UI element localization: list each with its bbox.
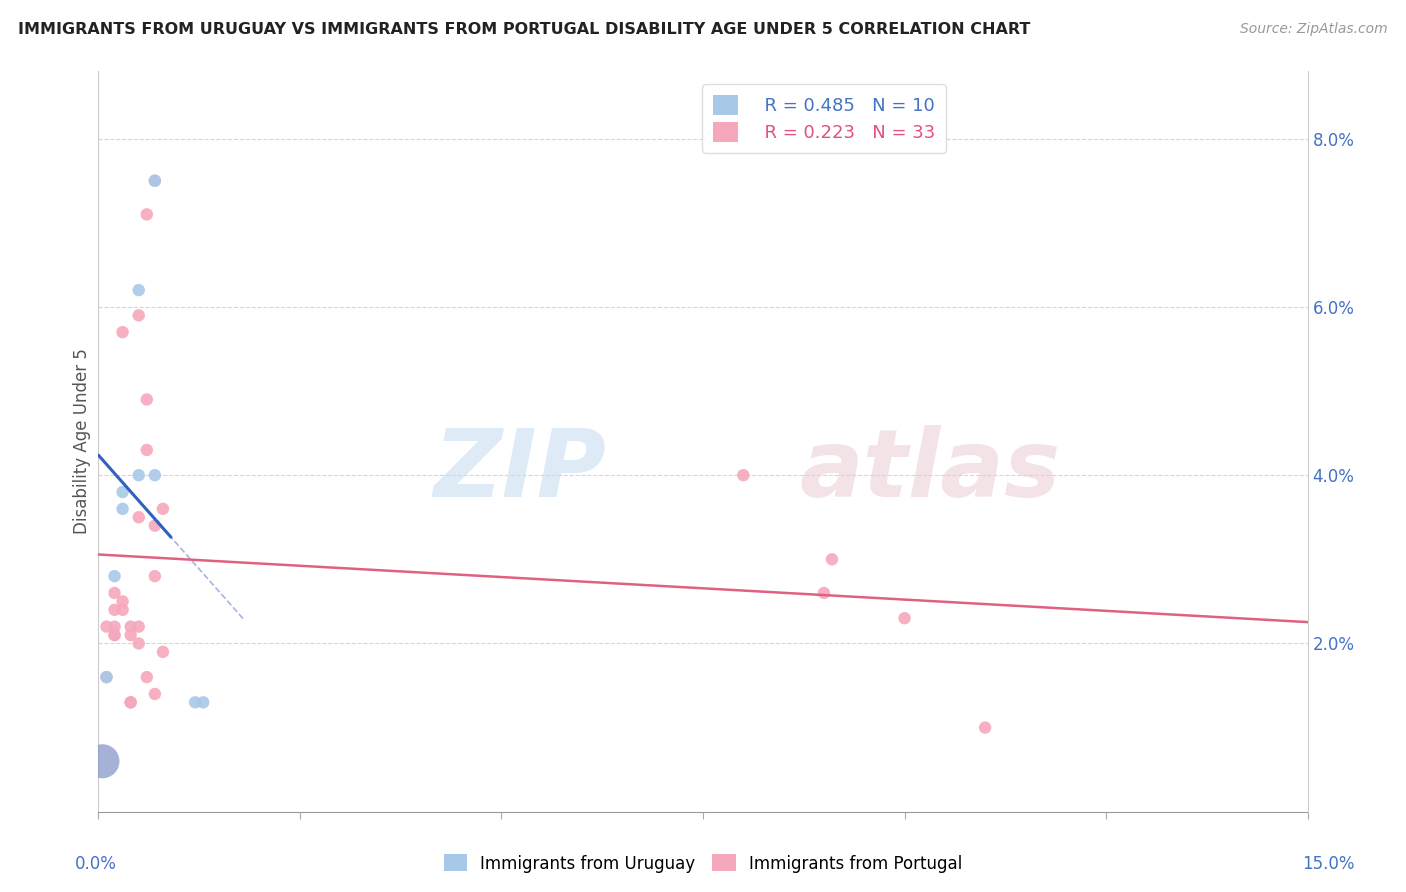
Legend:   R = 0.485   N = 10,   R = 0.223   N = 33: R = 0.485 N = 10, R = 0.223 N = 33 <box>702 84 946 153</box>
Point <box>733 468 755 483</box>
Point <box>184 695 207 709</box>
Point <box>135 442 157 457</box>
Text: ZIP: ZIP <box>433 425 606 517</box>
Point <box>120 619 142 633</box>
Point <box>974 721 997 735</box>
Point <box>91 754 114 768</box>
Text: 15.0%: 15.0% <box>1302 855 1355 872</box>
Point <box>135 392 157 407</box>
Point <box>128 283 150 297</box>
Text: Source: ZipAtlas.com: Source: ZipAtlas.com <box>1240 22 1388 37</box>
Point <box>821 552 844 566</box>
Point <box>111 501 134 516</box>
Point <box>120 628 142 642</box>
Point <box>152 645 174 659</box>
Point <box>96 619 118 633</box>
Point <box>128 309 150 323</box>
Point <box>111 485 134 500</box>
Point <box>143 687 166 701</box>
Text: 0.0%: 0.0% <box>75 855 117 872</box>
Point <box>96 670 118 684</box>
Point <box>111 325 134 339</box>
Text: IMMIGRANTS FROM URUGUAY VS IMMIGRANTS FROM PORTUGAL DISABILITY AGE UNDER 5 CORRE: IMMIGRANTS FROM URUGUAY VS IMMIGRANTS FR… <box>18 22 1031 37</box>
Point <box>128 468 150 483</box>
Point <box>135 207 157 221</box>
Point <box>111 594 134 608</box>
Point <box>143 569 166 583</box>
Point <box>143 174 166 188</box>
Point <box>128 619 150 633</box>
Point <box>120 695 142 709</box>
Point <box>152 501 174 516</box>
Point <box>128 510 150 524</box>
Point <box>103 619 125 633</box>
Point <box>103 603 125 617</box>
Point <box>103 628 125 642</box>
Point <box>143 174 166 188</box>
Point <box>135 670 157 684</box>
Point <box>103 628 125 642</box>
Point <box>103 569 125 583</box>
Point <box>96 670 118 684</box>
Point <box>120 695 142 709</box>
Point <box>813 586 835 600</box>
Point <box>193 695 215 709</box>
Legend: Immigrants from Uruguay, Immigrants from Portugal: Immigrants from Uruguay, Immigrants from… <box>437 847 969 880</box>
Point <box>111 603 134 617</box>
Point <box>143 468 166 483</box>
Point <box>893 611 915 625</box>
Point <box>128 636 150 650</box>
Y-axis label: Disability Age Under 5: Disability Age Under 5 <box>73 349 91 534</box>
Text: atlas: atlas <box>800 425 1062 517</box>
Point <box>143 518 166 533</box>
Point <box>103 586 125 600</box>
